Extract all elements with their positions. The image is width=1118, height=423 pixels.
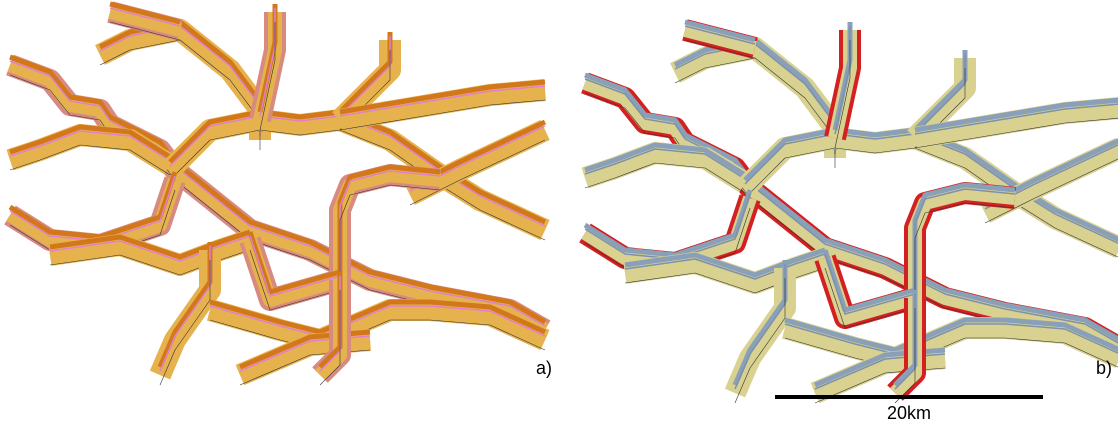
scale-bar-label: 20km: [887, 403, 931, 423]
panel-label: a): [536, 358, 552, 378]
figure: a) b) 20km: [0, 0, 1118, 423]
panel-b: [585, 22, 1118, 403]
panel-label: b): [1096, 358, 1112, 378]
panel-a: [10, 4, 545, 385]
